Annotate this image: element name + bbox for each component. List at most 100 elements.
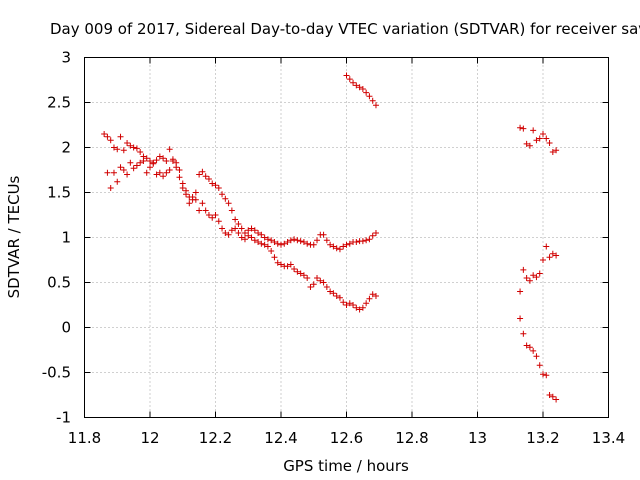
data-point <box>549 250 556 257</box>
data-point <box>248 225 255 232</box>
data-point <box>199 168 206 175</box>
data-point <box>264 243 271 250</box>
data-point <box>186 200 193 207</box>
data-point <box>163 169 170 176</box>
data-point <box>372 230 379 236</box>
data-point <box>255 230 262 236</box>
data-point <box>343 72 350 79</box>
data-point <box>284 239 291 245</box>
data-point <box>369 232 376 239</box>
data-point <box>350 302 357 308</box>
data-point <box>530 127 537 134</box>
data-points <box>101 72 560 403</box>
data-point <box>533 274 540 281</box>
data-point <box>245 227 252 234</box>
data-point <box>540 257 546 263</box>
data-point <box>363 300 370 307</box>
data-point <box>546 140 553 146</box>
data-point <box>183 191 190 198</box>
data-point <box>291 236 298 243</box>
data-point <box>114 146 121 153</box>
data-point <box>300 239 307 245</box>
data-point <box>369 97 376 104</box>
data-point <box>205 212 212 218</box>
data-point <box>137 159 144 166</box>
data-point <box>533 353 540 360</box>
data-point <box>327 288 334 295</box>
data-point <box>127 142 134 149</box>
data-point <box>553 396 560 403</box>
data-point <box>222 230 229 236</box>
y-tick-label: 1.5 <box>47 184 71 202</box>
data-point <box>225 200 232 207</box>
data-point <box>117 164 124 171</box>
data-point <box>261 234 268 241</box>
data-point <box>219 191 226 198</box>
data-point <box>523 342 530 349</box>
data-point <box>264 236 271 243</box>
series-group <box>517 243 560 295</box>
data-point <box>294 268 301 275</box>
data-point <box>245 232 252 239</box>
data-point <box>336 294 343 301</box>
data-point <box>546 392 553 398</box>
data-point <box>199 200 206 207</box>
data-point <box>124 140 131 146</box>
data-point <box>192 196 199 203</box>
data-point <box>356 306 363 313</box>
data-point <box>274 259 281 266</box>
data-point <box>110 169 117 176</box>
data-point <box>314 275 321 281</box>
data-point <box>517 288 524 295</box>
data-point <box>553 252 560 259</box>
data-point <box>251 237 258 244</box>
data-point <box>353 82 360 89</box>
data-point <box>278 261 284 268</box>
data-point <box>241 230 248 236</box>
data-point <box>304 240 311 247</box>
data-point <box>104 133 111 140</box>
data-point <box>517 124 524 131</box>
data-point <box>196 171 203 178</box>
data-point <box>225 231 232 238</box>
data-point <box>333 245 340 252</box>
data-point <box>546 254 553 261</box>
data-point <box>359 304 366 311</box>
data-point <box>543 372 550 379</box>
data-point <box>166 167 173 173</box>
data-point <box>278 241 284 248</box>
tick-labels: 11.8 12 12.2 12.4 12.6 12.8 13 13.2 13.4-1-0.500… <box>42 49 625 448</box>
data-point <box>110 144 117 151</box>
data-point <box>268 248 275 254</box>
data-point <box>176 167 183 173</box>
data-point <box>366 236 373 243</box>
data-point <box>196 207 203 214</box>
x-tick-label: 11.8 <box>68 429 101 447</box>
data-point <box>228 227 235 234</box>
data-point <box>549 393 556 400</box>
data-point <box>359 238 366 245</box>
x-tick-label: 12 <box>140 429 159 447</box>
data-point <box>169 158 176 164</box>
data-point <box>340 299 347 306</box>
y-tick-label: 0.5 <box>47 274 71 292</box>
data-point <box>526 277 533 284</box>
data-point <box>114 178 121 185</box>
data-point <box>307 284 314 290</box>
data-point <box>235 221 242 227</box>
data-point <box>359 86 366 92</box>
data-point <box>209 214 216 221</box>
y-tick-label: 2.5 <box>47 94 71 112</box>
data-point <box>176 174 183 181</box>
x-tick-label: 13.4 <box>592 429 625 447</box>
data-point <box>549 149 556 155</box>
x-axis-label: GPS time / hours <box>283 457 409 475</box>
data-point <box>536 135 543 142</box>
data-point <box>530 347 537 354</box>
x-tick-label: 12.8 <box>395 429 428 447</box>
data-point <box>205 176 212 182</box>
data-point <box>300 272 307 279</box>
data-point <box>323 237 330 244</box>
data-point <box>238 225 245 232</box>
